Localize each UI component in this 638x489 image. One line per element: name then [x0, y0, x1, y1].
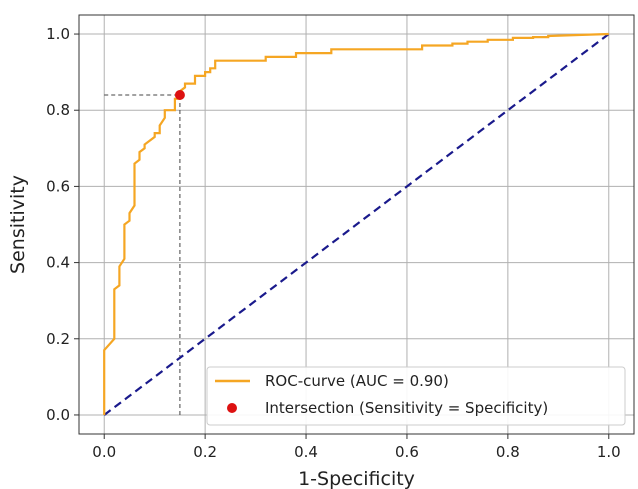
legend-intersection-swatch: [227, 403, 237, 413]
y-axis-ticks: 0.0 0.2 0.4 0.6 0.8 1.0: [46, 25, 79, 424]
x-tick-label: 1.0: [597, 443, 621, 461]
legend-box: [206, 366, 626, 426]
y-tick-label: 0.0: [46, 406, 70, 424]
roc-curve-line: [103, 32, 609, 415]
y-tick-label: 0.8: [46, 101, 70, 119]
y-tick-label: 0.4: [46, 254, 70, 272]
y-tick-label: 0.2: [46, 330, 70, 348]
x-tick-label: 0.8: [496, 443, 520, 461]
reference-lines: [104, 94, 181, 415]
points-group: [174, 89, 185, 100]
x-axis-label: 1-Specificity: [298, 468, 415, 489]
intersection-point: [174, 89, 185, 100]
x-tick-label: 0.4: [294, 443, 318, 461]
legend-roc-label: ROC-curve (AUC = 0.90): [265, 372, 449, 390]
legend: ROC-curve (AUC = 0.90) Intersection (Sen…: [206, 366, 626, 426]
y-tick-label: 1.0: [46, 25, 70, 43]
x-tick-label: 0.2: [193, 443, 217, 461]
plot-frame: [78, 14, 635, 435]
x-tick-label: 0.6: [395, 443, 419, 461]
x-axis-ticks: 0.0 0.2 0.4 0.6 0.8 1.0: [92, 434, 621, 461]
legend-intersection-label: Intersection (Sensitivity = Specificity): [265, 399, 548, 417]
x-tick-label: 0.0: [92, 443, 116, 461]
y-axis-label: Sensitivity: [7, 175, 29, 274]
y-tick-label: 0.6: [46, 177, 70, 195]
diagonal-chance-line: [103, 33, 610, 416]
